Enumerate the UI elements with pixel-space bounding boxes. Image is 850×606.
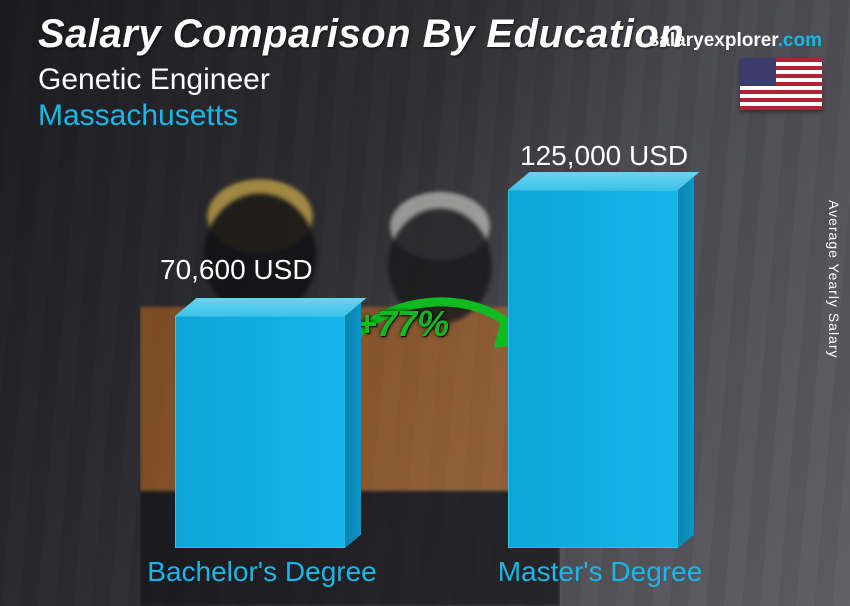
bar-top-face (175, 298, 366, 316)
brand-text-blue: .com (778, 30, 822, 51)
bar-value-label: 70,600 USD (160, 254, 313, 286)
brand-text-white: salaryexplorer (649, 30, 778, 51)
bar-category-label: Bachelor's Degree (122, 556, 402, 588)
bar-1 (508, 190, 678, 548)
bar-front-face (508, 190, 678, 548)
flag-canton (740, 58, 776, 86)
bar-front-face (175, 316, 345, 548)
location: Massachusetts (38, 99, 830, 133)
job-title: Genetic Engineer (38, 63, 830, 97)
bar-category-label: Master's Degree (460, 556, 740, 588)
bar-top-face (508, 172, 699, 190)
bar-value-label: 125,000 USD (520, 140, 688, 172)
gain-percentage: +77% (356, 303, 449, 345)
chart-area: +77% Bachelor's Degree 70,600 USD Master's… (0, 150, 850, 606)
bar-0 (175, 316, 345, 548)
bar-side-face (345, 303, 361, 548)
flag-icon (740, 58, 822, 110)
bar-side-face (678, 177, 694, 548)
brand-logo: salaryexplorer.com (649, 30, 822, 52)
